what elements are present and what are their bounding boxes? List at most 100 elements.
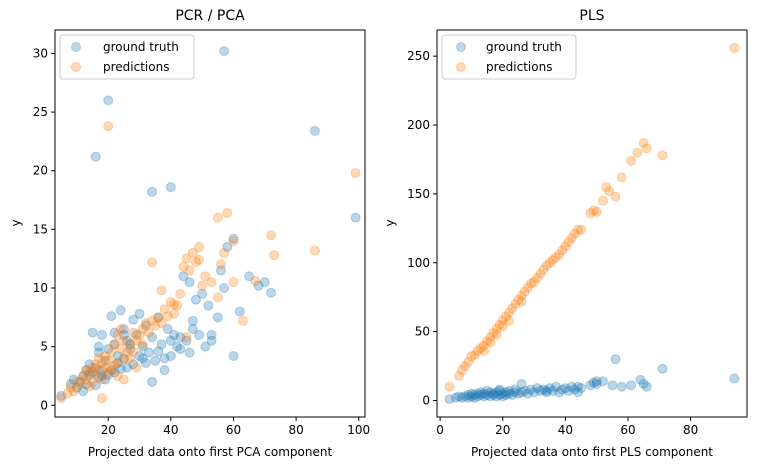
x-tick-label: 100	[347, 423, 370, 437]
prediction-point	[494, 319, 505, 330]
prediction-point	[112, 358, 123, 369]
ground-truth-point	[93, 347, 104, 358]
y-tick-label: 100	[407, 256, 430, 270]
ground-truth-point	[228, 351, 239, 362]
ground-truth-point	[460, 391, 471, 402]
ground-truth-point	[500, 387, 511, 398]
prediction-point	[585, 208, 596, 219]
prediction-point	[491, 323, 502, 334]
ground-truth-point	[81, 379, 92, 390]
ground-truth-point	[444, 394, 455, 405]
prediction-point	[118, 374, 129, 385]
prediction-point	[522, 282, 533, 293]
ground-truth-point	[591, 378, 602, 389]
ground-truth-point	[469, 389, 480, 400]
prediction-point	[168, 308, 179, 319]
ground-truth-point	[159, 365, 170, 376]
prediction-point	[444, 381, 455, 392]
ground-truth-point	[494, 385, 505, 396]
x-ticks: 0 20 40 60 80	[436, 417, 698, 437]
prediction-point	[81, 374, 92, 385]
prediction-point	[478, 340, 489, 351]
prediction-point	[81, 365, 92, 376]
ground-truth-point	[115, 305, 126, 316]
ground-truth-point	[93, 372, 104, 383]
ground-truth-point	[87, 367, 98, 378]
ground-truth-point	[535, 385, 546, 396]
prediction-point	[560, 241, 571, 252]
y-tick-label: 15	[33, 222, 48, 236]
prediction-point	[118, 354, 129, 365]
ground-truth-point	[453, 391, 464, 402]
ground-truth-point	[197, 288, 208, 299]
ground-truth-point	[554, 387, 565, 398]
prediction-point	[84, 367, 95, 378]
prediction-point	[228, 236, 239, 247]
ground-truth-point	[519, 385, 530, 396]
ground-truth-point	[96, 365, 107, 376]
prediction-point	[516, 290, 527, 301]
prediction-point	[109, 360, 120, 371]
prediction-point	[122, 347, 133, 358]
series-predictions	[444, 42, 740, 392]
ground-truth-point	[140, 320, 151, 331]
ground-truth-point	[466, 391, 477, 402]
prediction-point	[172, 300, 183, 311]
prediction-point	[497, 321, 508, 332]
prediction-point	[140, 318, 151, 329]
ground-truth-point	[56, 390, 67, 401]
ground-truth-point	[78, 370, 89, 381]
prediction-point	[616, 172, 627, 183]
ground-truth-point	[525, 384, 536, 395]
ground-truth-point	[90, 151, 101, 162]
ground-truth-point	[494, 384, 505, 395]
prediction-point	[485, 337, 496, 348]
ground-truth-point	[228, 233, 239, 244]
prediction-point	[604, 186, 615, 197]
ground-truth-point	[115, 363, 126, 374]
ground-truth-point	[544, 383, 555, 394]
ground-truth-point	[147, 186, 158, 197]
prediction-point	[601, 182, 612, 193]
ground-truth-point	[504, 385, 515, 396]
ground-truth-point	[500, 389, 511, 400]
ground-truth-point	[137, 341, 148, 352]
ground-truth-point	[200, 341, 211, 352]
prediction-point	[554, 249, 565, 260]
prediction-point	[125, 339, 136, 350]
prediction-point	[466, 351, 477, 362]
prediction-point	[147, 257, 158, 268]
prediction-point	[156, 318, 167, 329]
prediction-point	[525, 278, 536, 289]
prediction-point	[269, 250, 280, 261]
ground-truth-point	[576, 383, 587, 394]
ground-truth-point	[203, 300, 214, 311]
prediction-point	[131, 362, 142, 373]
ground-truth-point	[118, 324, 129, 335]
legend: ground truth predictions	[441, 34, 577, 80]
ground-truth-point	[134, 351, 145, 362]
prediction-point	[463, 356, 474, 367]
ground-truth-point	[482, 385, 493, 396]
prediction-point	[228, 277, 239, 288]
series-ground-truth	[444, 354, 740, 405]
prediction-point	[729, 42, 740, 53]
ground-truth-point	[143, 347, 154, 358]
prediction-point	[100, 351, 111, 362]
prediction-point	[641, 143, 652, 154]
ground-truth-point	[184, 277, 195, 288]
prediction-point	[100, 362, 111, 373]
ground-truth-point	[137, 353, 148, 364]
prediction-point	[109, 339, 120, 350]
ground-truth-point	[478, 391, 489, 402]
ground-truth-point	[557, 384, 568, 395]
ground-truth-point	[131, 329, 142, 340]
prediction-point	[106, 347, 117, 358]
prediction-point	[181, 253, 192, 264]
x-tick-label: 60	[620, 423, 635, 437]
prediction-point	[576, 224, 587, 235]
prediction-point	[187, 247, 198, 258]
legend-box	[441, 34, 577, 80]
prediction-point	[460, 361, 471, 372]
